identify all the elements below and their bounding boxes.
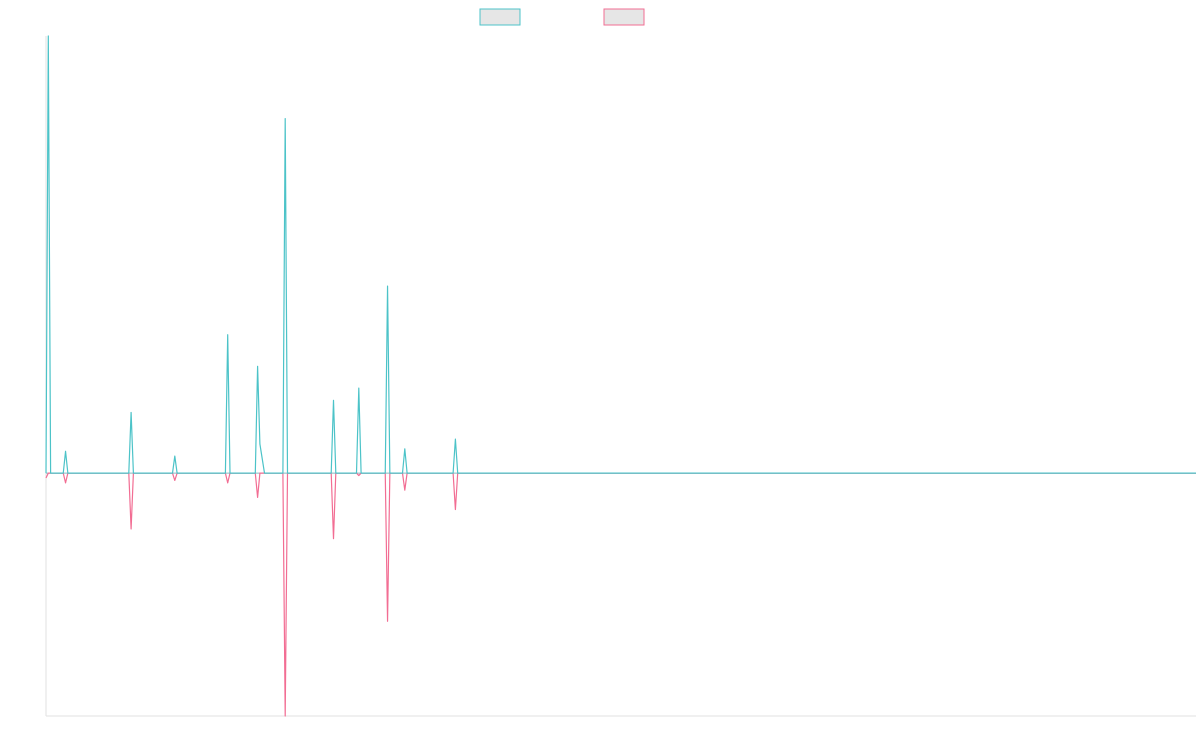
legend [479, 8, 645, 26]
series-a-line[interactable] [45, 35, 1196, 474]
legend-swatch-series-b[interactable] [603, 8, 645, 26]
legend-swatch-series-a[interactable] [479, 8, 521, 26]
series-b-line[interactable] [45, 472, 1196, 717]
series-layer [45, 35, 1196, 717]
axes [45, 36, 1196, 717]
